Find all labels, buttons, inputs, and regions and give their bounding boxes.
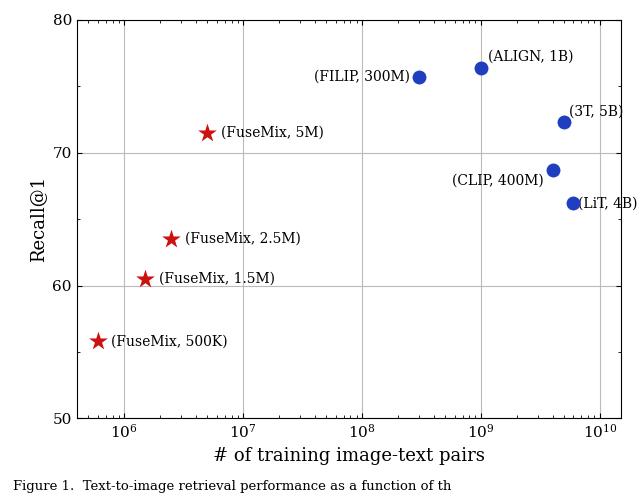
Text: (FuseMix, 2.5M): (FuseMix, 2.5M) bbox=[185, 232, 301, 246]
Point bbox=[166, 235, 177, 243]
Text: (FILIP, 300M): (FILIP, 300M) bbox=[314, 70, 410, 84]
Point bbox=[93, 337, 103, 345]
Text: (ALIGN, 1B): (ALIGN, 1B) bbox=[488, 50, 573, 64]
Point bbox=[547, 166, 557, 174]
Text: (FuseMix, 500K): (FuseMix, 500K) bbox=[111, 334, 228, 348]
Text: Figure 1.  Text-to-image retrieval performance as a function of th: Figure 1. Text-to-image retrieval perfor… bbox=[13, 480, 451, 493]
Text: (FuseMix, 1.5M): (FuseMix, 1.5M) bbox=[159, 272, 275, 286]
Point bbox=[202, 129, 212, 137]
Point bbox=[140, 275, 150, 283]
Text: (FuseMix, 5M): (FuseMix, 5M) bbox=[221, 126, 324, 140]
Point bbox=[568, 199, 579, 207]
X-axis label: # of training image-text pairs: # of training image-text pairs bbox=[213, 447, 484, 465]
Text: (LiT, 4B): (LiT, 4B) bbox=[579, 196, 638, 210]
Text: (3T, 5B): (3T, 5B) bbox=[569, 104, 623, 118]
Y-axis label: Recall@1: Recall@1 bbox=[29, 176, 47, 262]
Point bbox=[559, 118, 569, 126]
Text: (CLIP, 400M): (CLIP, 400M) bbox=[452, 174, 544, 188]
Point bbox=[476, 64, 486, 72]
Point bbox=[413, 73, 424, 81]
